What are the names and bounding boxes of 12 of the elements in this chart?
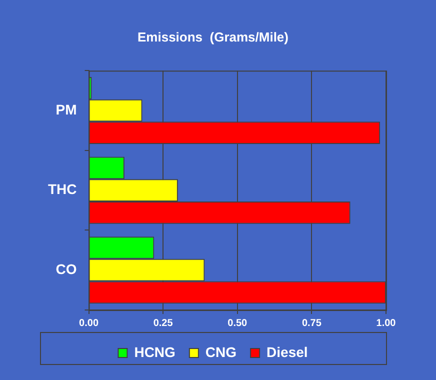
x-tick-label: 0.50	[228, 318, 248, 329]
y-tick-label: THC	[48, 181, 77, 198]
x-tick-label: 0.25	[153, 318, 174, 329]
legend-label: Diesel	[266, 344, 308, 360]
y-tick-label: PM	[56, 101, 77, 118]
chart-title: Emissions (Grams/Mile)	[138, 29, 288, 44]
legend-label: CNG	[205, 344, 237, 360]
y-tick-label: CO	[56, 260, 77, 277]
x-tick-label: 0.00	[79, 318, 99, 329]
x-tick-label: 1.00	[376, 318, 396, 329]
x-tick-label: 0.75	[302, 318, 322, 329]
legend-label: HCNG	[134, 344, 176, 360]
